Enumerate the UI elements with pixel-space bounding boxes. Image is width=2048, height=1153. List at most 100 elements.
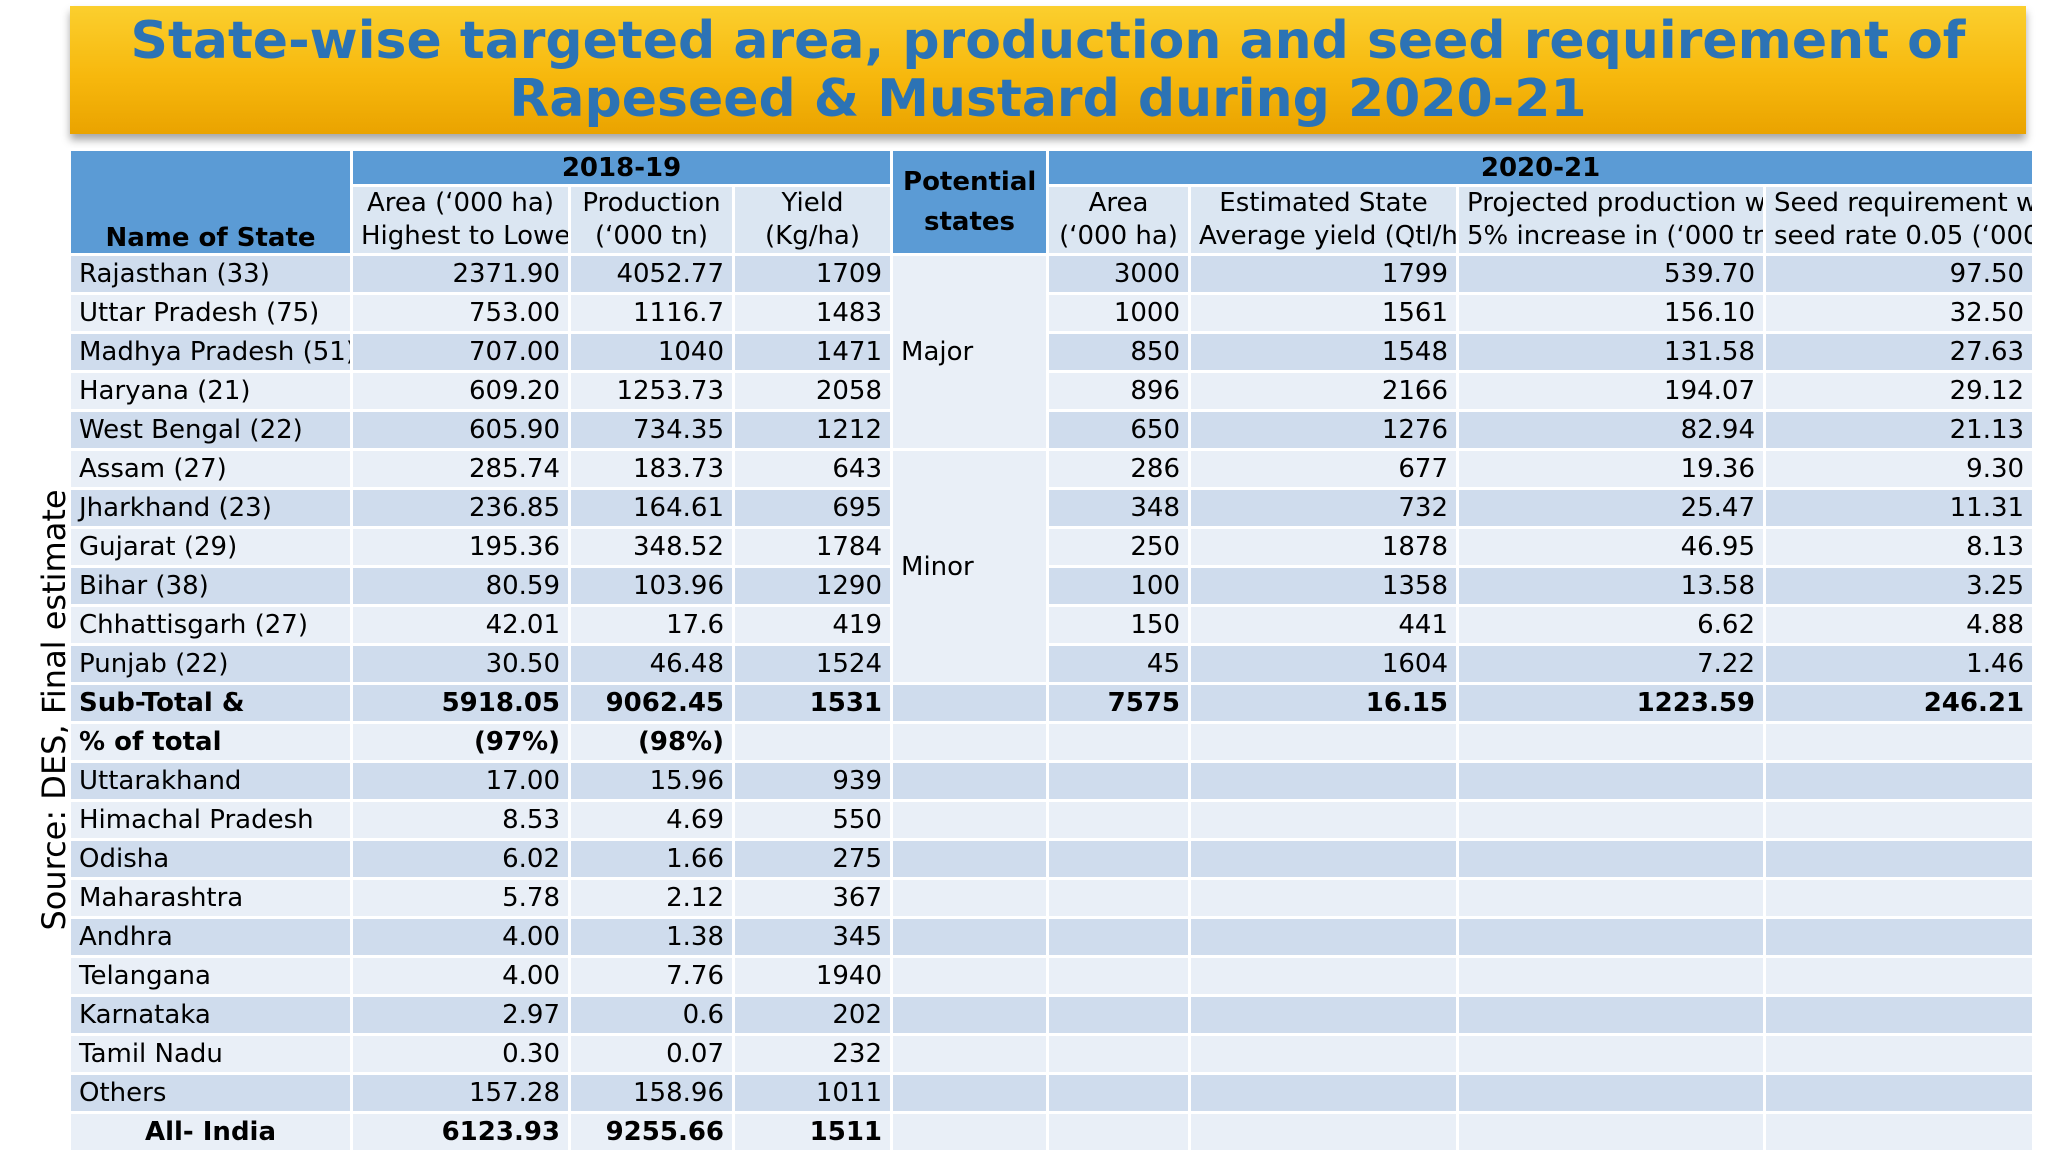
empty-cell bbox=[1456, 760, 1767, 802]
cell-area2: 286 bbox=[1046, 448, 1192, 490]
cell-yield: 1011 bbox=[731, 1072, 894, 1114]
cell-prod: 0.6 bbox=[568, 994, 735, 1036]
subtotal-label: Sub-Total & bbox=[68, 682, 353, 724]
empty-cell bbox=[890, 838, 1050, 880]
subtotal-potential-empty bbox=[890, 682, 1050, 724]
state-name: West Bengal (22) bbox=[68, 409, 353, 451]
state-name: Madhya Pradesh (51) bbox=[68, 331, 353, 373]
cell-prod: 2.12 bbox=[568, 877, 735, 919]
empty-cell bbox=[1046, 760, 1192, 802]
table-row: All- India 6123.93 9255.66 1511 bbox=[68, 1111, 2036, 1153]
state-name: Chhattisgarh (27) bbox=[68, 604, 353, 646]
cell-area: 195.36 bbox=[350, 526, 571, 568]
empty-cell bbox=[1046, 1033, 1192, 1075]
cell-area: 5.78 bbox=[350, 877, 571, 919]
state-name: Himachal Pradesh bbox=[68, 799, 353, 841]
empty-cell bbox=[1763, 1072, 2036, 1114]
cell-area: 30.50 bbox=[350, 643, 571, 685]
state-name: Haryana (21) bbox=[68, 370, 353, 412]
cell-projprod: 131.58 bbox=[1456, 331, 1767, 373]
state-name: Odisha bbox=[68, 838, 353, 880]
empty-cell bbox=[890, 1072, 1050, 1114]
cell-area: 6.02 bbox=[350, 838, 571, 880]
cell-projprod: 82.94 bbox=[1456, 409, 1767, 451]
cell-area: 157.28 bbox=[350, 1072, 571, 1114]
cell-projprod: 6.62 bbox=[1456, 604, 1767, 646]
header-period-2020-21: 2020-21 bbox=[1046, 148, 2036, 187]
cell-area2: 3000 bbox=[1046, 253, 1192, 295]
empty-cell bbox=[890, 955, 1050, 997]
cell-estyield: 732 bbox=[1188, 487, 1460, 529]
cell-area2: 45 bbox=[1046, 643, 1192, 685]
cell-seed: 29.12 bbox=[1763, 370, 2036, 412]
cell-estyield: 441 bbox=[1188, 604, 1460, 646]
empty-cell bbox=[1188, 955, 1460, 997]
empty-cell bbox=[1046, 799, 1192, 841]
empty-cell bbox=[1763, 760, 2036, 802]
cell-yield: 202 bbox=[731, 994, 894, 1036]
subtotal-prod: 9062.45 bbox=[568, 682, 735, 724]
state-name: Others bbox=[68, 1072, 353, 1114]
empty-cell bbox=[1456, 1111, 1767, 1153]
percent-prod: (98%) bbox=[568, 721, 735, 763]
table-row: Chhattisgarh (27) 42.01 17.6 419 150 441 6.62 4… bbox=[68, 604, 2036, 646]
empty-cell bbox=[1188, 1033, 1460, 1075]
empty-cell bbox=[1763, 1111, 2036, 1153]
cell-area2: 100 bbox=[1046, 565, 1192, 607]
cell-area2: 850 bbox=[1046, 331, 1192, 373]
cell-projprod: 25.47 bbox=[1456, 487, 1767, 529]
cell-yield: 695 bbox=[731, 487, 894, 529]
state-name: Tamil Nadu bbox=[68, 1033, 353, 1075]
cell-prod: 348.52 bbox=[568, 526, 735, 568]
empty-cell bbox=[890, 994, 1050, 1036]
cell-seed: 27.63 bbox=[1763, 331, 2036, 373]
cell-yield: 939 bbox=[731, 760, 894, 802]
cell-prod: 1253.73 bbox=[568, 370, 735, 412]
cell-seed: 32.50 bbox=[1763, 292, 2036, 334]
cell-projprod: 539.70 bbox=[1456, 253, 1767, 295]
state-name: Telangana bbox=[68, 955, 353, 997]
subtotal-area: 5918.05 bbox=[350, 682, 571, 724]
cell-area: 605.90 bbox=[350, 409, 571, 451]
cell-projprod: 19.36 bbox=[1456, 448, 1767, 490]
header-potential-states: Potential states bbox=[890, 148, 1050, 256]
cell-seed: 21.13 bbox=[1763, 409, 2036, 451]
empty-cell bbox=[1763, 838, 2036, 880]
potential-group-major: Major bbox=[890, 253, 1050, 451]
cell-seed: 11.31 bbox=[1763, 487, 2036, 529]
percent-label: % of total bbox=[68, 721, 353, 763]
table-row: Madhya Pradesh (51) 707.00 1040 1471 850 1548… bbox=[68, 331, 2036, 373]
empty-cell bbox=[1188, 1111, 1460, 1153]
cell-area: 707.00 bbox=[350, 331, 571, 373]
cell-area2: 896 bbox=[1046, 370, 1192, 412]
table-row: % of total (97%) (98%) bbox=[68, 721, 2036, 763]
cell-estyield: 1561 bbox=[1188, 292, 1460, 334]
empty-cell bbox=[1046, 1072, 1192, 1114]
cell-prod: 1040 bbox=[568, 331, 735, 373]
empty-cell bbox=[890, 760, 1050, 802]
empty-cell bbox=[890, 1111, 1050, 1153]
cell-area: 236.85 bbox=[350, 487, 571, 529]
cell-yield: 367 bbox=[731, 877, 894, 919]
empty-cell bbox=[1046, 1111, 1192, 1153]
header-production-2018-19: Production (‘000 tn) bbox=[568, 184, 735, 256]
cell-yield: 345 bbox=[731, 916, 894, 958]
cell-yield: 419 bbox=[731, 604, 894, 646]
table-row: Telangana 4.00 7.76 1940 bbox=[68, 955, 2036, 997]
cell-estyield: 677 bbox=[1188, 448, 1460, 490]
cell-area: 285.74 bbox=[350, 448, 571, 490]
header-seed-requirement: Seed requirement withseed rate 0.05 (‘00… bbox=[1763, 184, 2036, 256]
state-name: Karnataka bbox=[68, 994, 353, 1036]
page-title: State-wise targeted area, production and… bbox=[130, 11, 1966, 129]
cell-prod: 4.69 bbox=[568, 799, 735, 841]
cell-seed: 4.88 bbox=[1763, 604, 2036, 646]
cell-yield: 1709 bbox=[731, 253, 894, 295]
data-table: Name of State 2018-19 Potential states 2… bbox=[68, 148, 2036, 1153]
empty-cell bbox=[890, 1033, 1050, 1075]
empty-cell bbox=[890, 916, 1050, 958]
table-row: Gujarat (29) 195.36 348.52 1784 250 1878 46.95… bbox=[68, 526, 2036, 568]
cell-estyield: 1799 bbox=[1188, 253, 1460, 295]
cell-area2: 1000 bbox=[1046, 292, 1192, 334]
table-row: Himachal Pradesh 8.53 4.69 550 bbox=[68, 799, 2036, 841]
table-row: Maharashtra 5.78 2.12 367 bbox=[68, 877, 2036, 919]
